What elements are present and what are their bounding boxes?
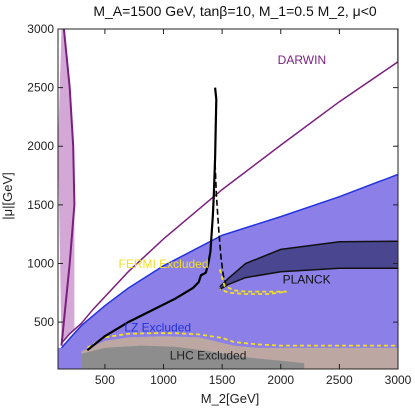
x-tick-label: 1500 xyxy=(209,373,236,387)
y-tick-label: 500 xyxy=(34,315,54,329)
region-label-lz-excluded: LZ Excluded xyxy=(124,321,191,335)
region-label-planck: PLANCK xyxy=(283,272,331,286)
darwin-edge xyxy=(60,29,398,344)
chart-title: M_A=1500 GeV, tanβ=10, M_1=0.5 M_2, μ<0 xyxy=(93,3,377,19)
region-lz xyxy=(58,174,398,369)
y-tick-label: 3000 xyxy=(27,22,54,36)
x-tick-label: 500 xyxy=(95,373,115,387)
x-tick-label: 2500 xyxy=(326,373,353,387)
region-labels: DARWIN LZ Excluded PLANCK LHC Excluded FERMI… xyxy=(118,53,330,362)
y-axis-label: |μ|[GeV] xyxy=(0,172,15,219)
y-tick-label: 1500 xyxy=(27,198,54,212)
planck-lower-edge xyxy=(219,267,398,290)
planck-upper-edge xyxy=(219,240,398,288)
x-tick-label: 1000 xyxy=(150,373,177,387)
relic-curve-0 xyxy=(86,87,218,352)
relic-curve-1 xyxy=(214,163,227,284)
x-axis-label: M_2[GeV] xyxy=(201,391,260,406)
region-unconstrained xyxy=(63,29,398,332)
region-label-darwin: DARWIN xyxy=(278,53,326,67)
x-tick-label: 2000 xyxy=(267,373,294,387)
region-label-fermi-excluded: FERMI Excluded xyxy=(118,257,208,271)
darwin-left-edge xyxy=(60,29,76,346)
y-tick-label: 2500 xyxy=(27,81,54,95)
region-label-lhc-excluded: LHC Excluded xyxy=(170,349,247,363)
curves xyxy=(86,87,398,352)
y-axis: 500 1000 1500 2000 2500 3000 xyxy=(27,22,398,329)
y-tick-label: 2000 xyxy=(27,139,54,153)
fermi-funnel-edge xyxy=(218,269,287,295)
fermi-lower-edge xyxy=(86,332,398,349)
y-tick-label: 1000 xyxy=(27,256,54,270)
region-lhc-dark xyxy=(81,345,305,369)
x-axis: 500 1000 1500 2000 2500 3000 xyxy=(95,29,412,387)
lz-edge xyxy=(60,173,398,349)
x-tick-label: 3000 xyxy=(385,373,412,387)
region-planck xyxy=(219,241,398,290)
plot-frame xyxy=(57,28,399,370)
regions xyxy=(58,29,398,369)
